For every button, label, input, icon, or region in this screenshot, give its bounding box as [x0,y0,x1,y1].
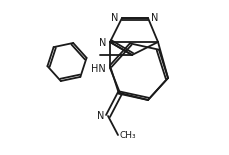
Text: N: N [151,13,158,23]
Text: HN: HN [90,64,105,74]
Text: N: N [97,111,104,121]
Text: N: N [111,13,118,23]
Text: N: N [99,38,106,48]
Text: CH₃: CH₃ [119,131,136,140]
